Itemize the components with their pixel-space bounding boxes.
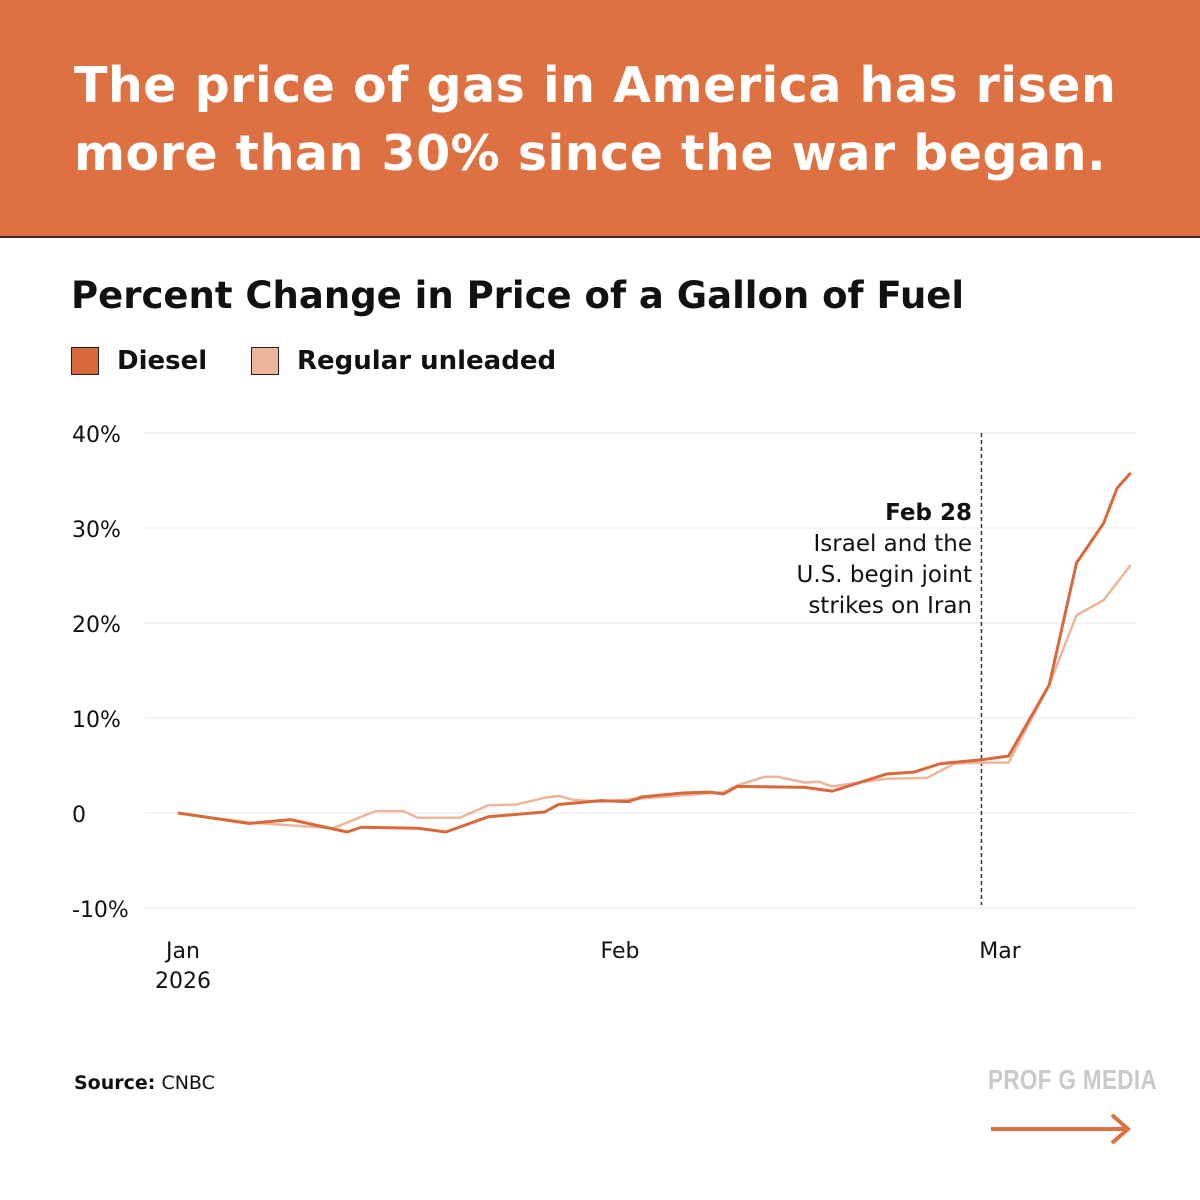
series-line-regular xyxy=(177,564,1132,830)
y-tick-label: 0 xyxy=(72,803,86,828)
brand-logo: PROF G MEDIA xyxy=(988,1064,1158,1095)
headline: The price of gas in America has risen mo… xyxy=(74,57,1117,182)
x-tick-sublabel: 2026 xyxy=(155,969,211,994)
annotation-line: strikes on Iran xyxy=(808,593,972,619)
y-tick-label: -10% xyxy=(72,898,129,923)
source-note: Source: CNBC xyxy=(74,1072,215,1094)
x-tick-label: Jan xyxy=(164,939,200,964)
source-label: Source: xyxy=(74,1072,156,1094)
legend-item-diesel: Diesel xyxy=(71,346,207,376)
legend-item-regular: Regular unleaded xyxy=(251,346,556,376)
legend-label-diesel: Diesel xyxy=(117,346,208,376)
series-line-diesel xyxy=(177,471,1132,834)
header-banner: The price of gas in America has risen mo… xyxy=(0,0,1200,238)
y-tick-label: 10% xyxy=(72,708,121,733)
annotation-line: U.S. begin joint xyxy=(796,562,972,588)
annotation: Feb 28 Israel and the U.S. begin joint s… xyxy=(797,498,972,622)
legend-swatch-diesel xyxy=(71,347,99,375)
annotation-date: Feb 28 xyxy=(885,500,972,526)
x-tick-label: Feb xyxy=(601,939,640,964)
arrow-right-icon xyxy=(991,1113,1132,1145)
chart-title: Percent Change in Price of a Gallon of F… xyxy=(71,274,965,317)
source-value: CNBC xyxy=(161,1072,215,1094)
y-tick-label: 30% xyxy=(72,518,121,543)
annotation-line: Israel and the xyxy=(813,531,973,557)
x-tick-label: Mar xyxy=(979,939,1021,964)
legend-swatch-regular xyxy=(251,347,279,375)
legend-label-regular: Regular unleaded xyxy=(297,346,557,376)
y-tick-label: 20% xyxy=(72,613,121,638)
y-tick-label: 40% xyxy=(72,423,121,448)
